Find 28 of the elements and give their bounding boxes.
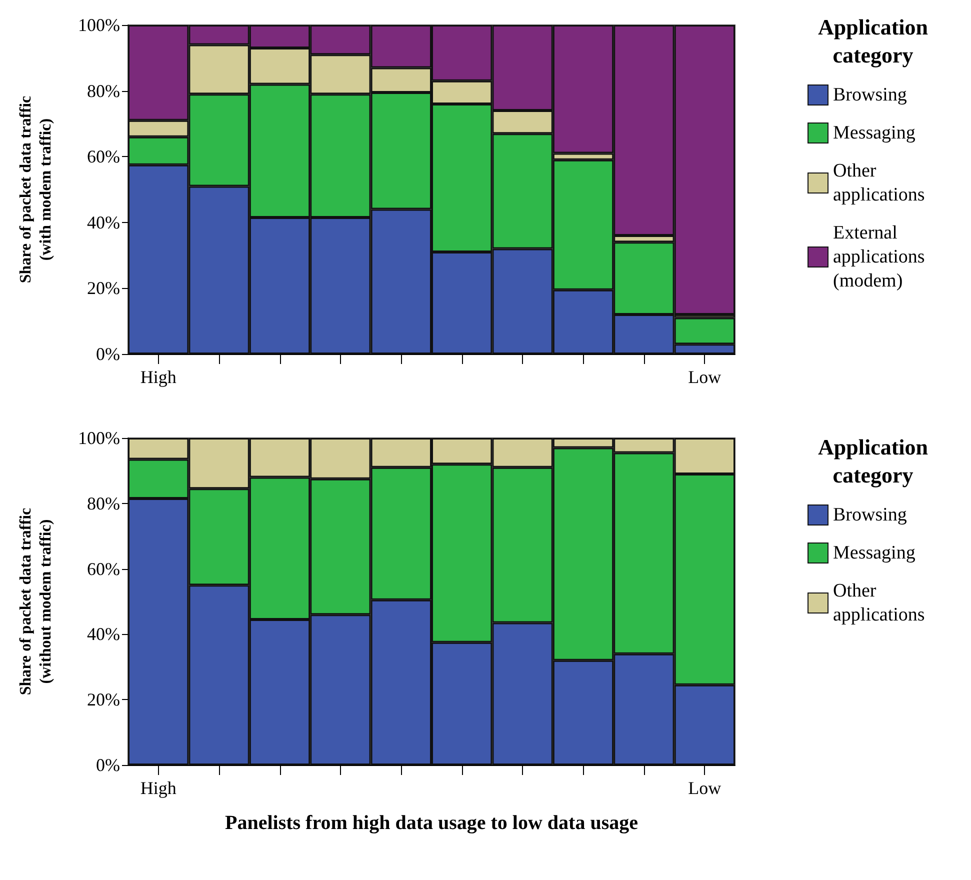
y-tick-label: 20%	[87, 690, 120, 710]
y-tick-label: 0%	[96, 344, 120, 364]
y-tick-label: 60%	[87, 146, 120, 167]
y-tick-label: 60%	[87, 558, 120, 579]
x-tick-label: Low	[688, 367, 722, 387]
y-tick-label: 0%	[96, 755, 120, 775]
legend-label: Other applications	[833, 580, 925, 626]
y-tick-label: 80%	[87, 493, 120, 514]
legend-label: Messaging	[833, 122, 916, 144]
y-axis-title: Share of packet data traffic (with modem traffic)	[18, 96, 54, 284]
y-tick-label: 100%	[78, 15, 120, 35]
legend-title: Application category	[818, 434, 928, 488]
y-tick-label: 80%	[87, 80, 120, 101]
y-tick-label: 40%	[87, 212, 120, 232]
legend-label: Browsing	[833, 504, 908, 526]
legend-label: Browsing	[833, 84, 908, 106]
x-tick-label: Low	[688, 778, 722, 798]
y-axis-title: Share of packet data traffic (without modem traffic)	[18, 508, 54, 696]
x-axis-title: Panelists from high data usage to low data usage	[225, 812, 638, 834]
y-tick-label: 40%	[87, 624, 120, 644]
legend-label: Other applications	[833, 160, 925, 206]
legend-title: Application category	[818, 14, 928, 68]
legend-label: External applications (modem)	[833, 222, 930, 292]
legend-label: Messaging	[833, 542, 916, 564]
y-tick-label: 100%	[78, 428, 120, 448]
x-tick-label: High	[140, 778, 176, 798]
x-tick-label: High	[140, 367, 176, 387]
y-tick-label: 20%	[87, 278, 120, 298]
